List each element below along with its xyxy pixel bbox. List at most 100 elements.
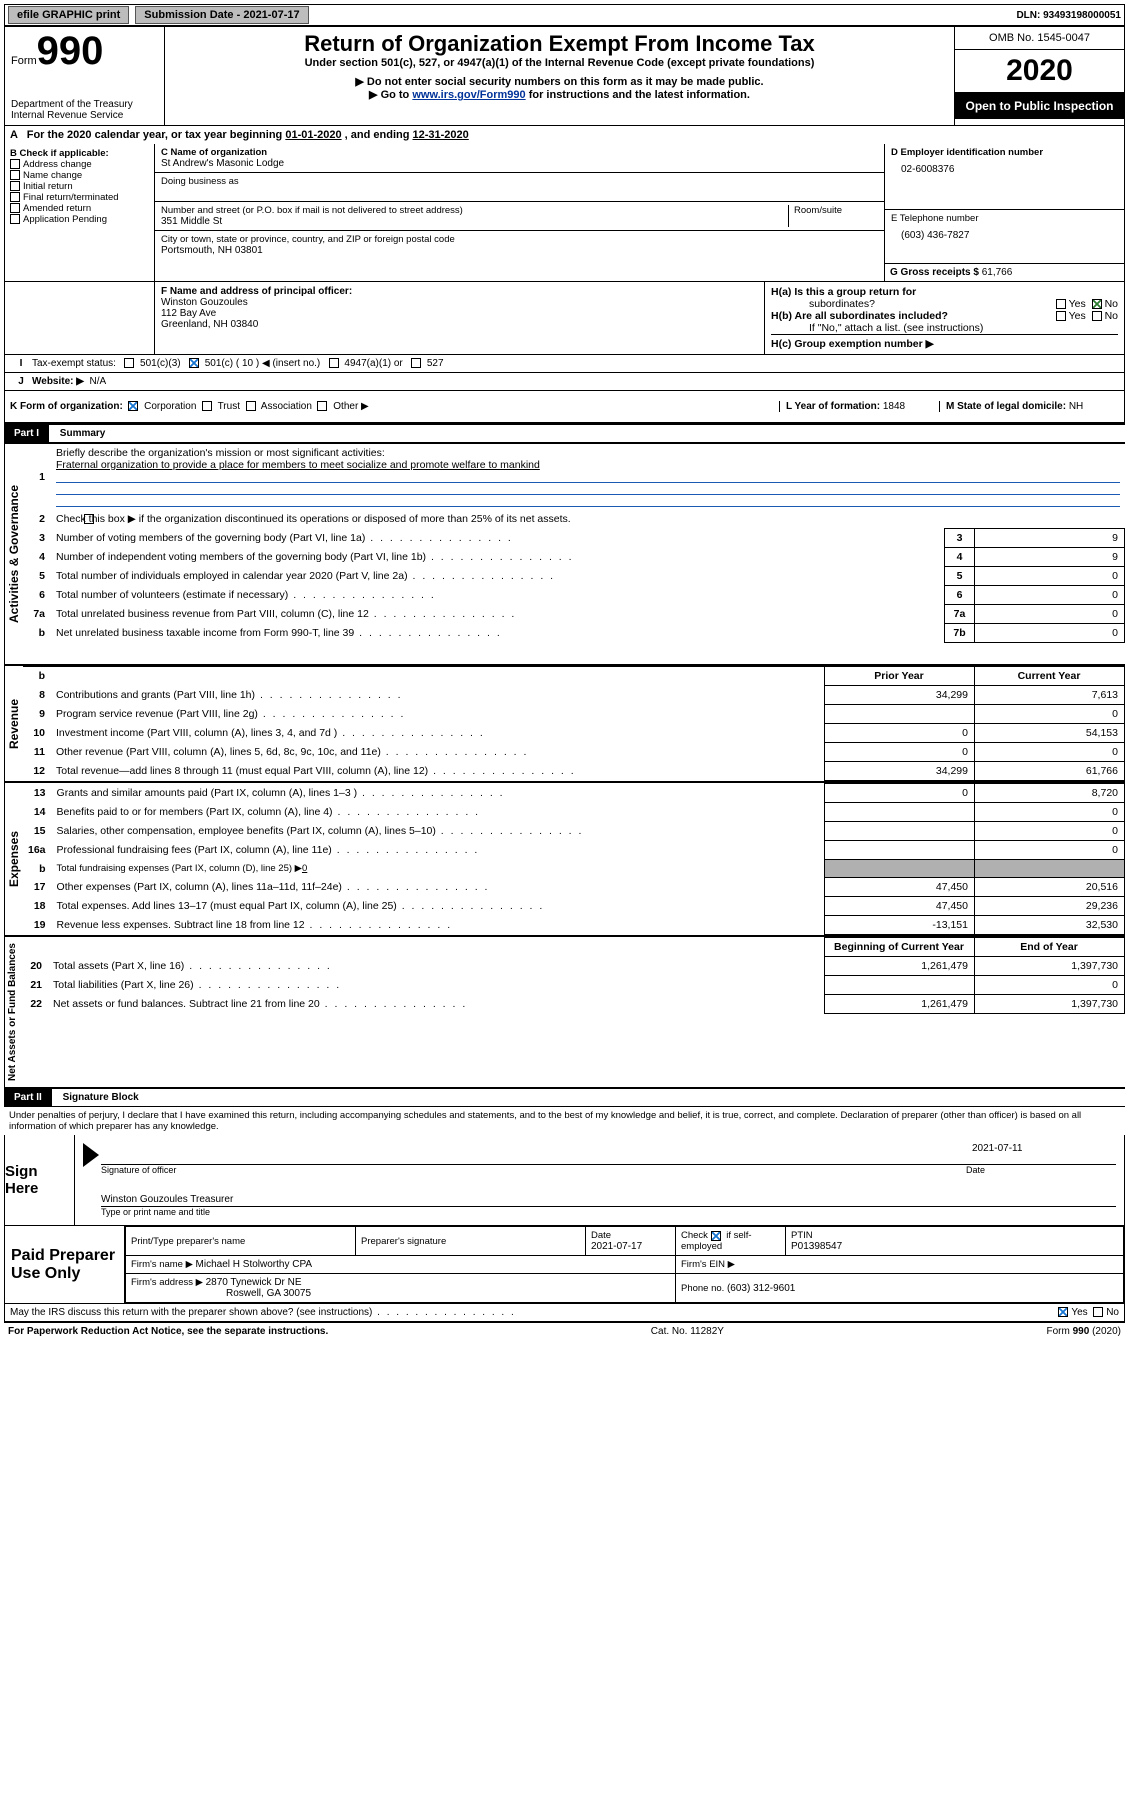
cb-501c[interactable] <box>189 358 199 368</box>
officer-addr1: 112 Bay Ave <box>161 308 758 319</box>
phone: (603) 436-7827 <box>891 224 1118 241</box>
cb-self-employed[interactable] <box>711 1231 721 1241</box>
cb-address-change[interactable] <box>10 159 20 169</box>
prep-name-label: Print/Type preparer's name <box>131 1236 350 1247</box>
firm-name: Michael H Stolworthy CPA <box>196 1259 313 1270</box>
table-row: 11Other revenue (Part VIII, column (A), … <box>23 743 1125 762</box>
opt-app-pending: Application Pending <box>23 214 107 225</box>
q1-answer: Fraternal organization to provide a plac… <box>56 459 1120 471</box>
cb-amended[interactable] <box>10 203 20 213</box>
org-name-label: C Name of organization <box>161 147 878 158</box>
cb-hb-no[interactable] <box>1092 311 1102 321</box>
preparer-table: Print/Type preparer's name Preparer's si… <box>125 1226 1124 1303</box>
opt-name-change: Name change <box>23 170 82 181</box>
tax-status-row: I Tax-exempt status: 501(c)(3) 501(c) ( … <box>4 355 1125 373</box>
ha-label: H(a) Is this a group return for <box>771 286 916 298</box>
col-c: C Name of organization St Andrew's Mason… <box>155 144 884 281</box>
form-number: 990 <box>37 29 104 73</box>
discuss-question: May the IRS discuss this return with the… <box>10 1307 372 1318</box>
cb-discuss-no[interactable] <box>1093 1307 1103 1317</box>
col-d: D Employer identification number 02-6008… <box>884 144 1124 281</box>
opt-amended: Amended return <box>23 203 91 214</box>
cb-4947[interactable] <box>329 358 339 368</box>
submission-date: 2021-07-17 <box>243 9 299 21</box>
form-org-label: K Form of organization: <box>10 401 123 412</box>
phone-label: E Telephone number <box>891 213 1118 224</box>
goto-line: ▶ Go to www.irs.gov/Form990 for instruct… <box>171 88 948 101</box>
discuss-row: May the IRS discuss this return with the… <box>4 1304 1125 1322</box>
cb-hb-yes[interactable] <box>1056 311 1066 321</box>
prep-date-label: Date <box>591 1230 670 1241</box>
table-row: 14Benefits paid to or for members (Part … <box>23 803 1125 822</box>
addr-label: Number and street (or P.O. box if mail i… <box>161 205 788 216</box>
opt-501c-b: ) ◀ (insert no.) <box>253 358 320 369</box>
cb-ha-no[interactable] <box>1092 299 1102 309</box>
perjury-declaration: Under penalties of perjury, I declare th… <box>4 1106 1125 1135</box>
ending-text: , and ending <box>342 129 413 141</box>
h-block: H(a) Is this a group return for subordin… <box>764 282 1124 354</box>
ssn-warning: ▶ Do not enter social security numbers o… <box>171 75 948 88</box>
table-row: 20Total assets (Part X, line 16)1,261,47… <box>20 957 1125 976</box>
cb-501c3[interactable] <box>124 358 134 368</box>
form-title: Return of Organization Exempt From Incom… <box>171 31 948 57</box>
cb-other[interactable] <box>317 401 327 411</box>
table-row: 17Other expenses (Part IX, column (A), l… <box>23 878 1125 897</box>
cb-final-return[interactable] <box>10 192 20 202</box>
cb-discuss-yes[interactable] <box>1058 1307 1068 1317</box>
table-row: 19Revenue less expenses. Subtract line 1… <box>23 916 1125 935</box>
part1-label: Part I <box>4 425 49 442</box>
officer-addr2: Greenland, NH 03840 <box>161 319 758 330</box>
cb-name-change[interactable] <box>10 170 20 180</box>
cb-assoc[interactable] <box>246 401 256 411</box>
cb-527[interactable] <box>411 358 421 368</box>
opt-address-change: Address change <box>23 159 92 170</box>
tax-status-label: Tax-exempt status: <box>32 358 116 369</box>
website-label: Website: ▶ <box>32 376 84 387</box>
table-row: 10Investment income (Part VIII, column (… <box>23 724 1125 743</box>
expenses-section: Expenses 13Grants and similar amounts pa… <box>4 781 1125 935</box>
efile-print-button[interactable]: efile GRAPHIC print <box>8 6 129 24</box>
firm-addr2: Roswell, GA 30075 <box>131 1288 311 1299</box>
part2-title: Signature Block <box>55 1092 139 1103</box>
opt-4947: 4947(a)(1) or <box>344 358 402 369</box>
firm-ein-label: Firm's EIN ▶ <box>681 1259 735 1270</box>
dln-value: 93493198000051 <box>1043 10 1121 21</box>
efile-topbar: efile GRAPHIC print Submission Date - 20… <box>4 4 1125 26</box>
firm-name-label: Firm's name ▶ <box>131 1259 196 1270</box>
table-row: 21Total liabilities (Part X, line 26)0 <box>20 976 1125 995</box>
table-row: 8Contributions and grants (Part VIII, li… <box>23 686 1125 705</box>
street-address: 351 Middle St <box>161 216 788 227</box>
submission-date-button[interactable]: Submission Date - 2021-07-17 <box>135 6 308 24</box>
sign-arrow-icon <box>83 1143 99 1167</box>
opt-527: 527 <box>427 358 444 369</box>
cb-ha-yes[interactable] <box>1056 299 1066 309</box>
ag-table: 1 Briefly describe the organization's mi… <box>23 444 1125 643</box>
firm-addr1: 2870 Tynewick Dr NE <box>206 1277 302 1288</box>
cb-corp[interactable] <box>128 401 138 411</box>
opt-501c-num: 10 <box>242 358 253 369</box>
cb-discontinued[interactable] <box>84 514 94 524</box>
opt-final-return: Final return/terminated <box>23 192 119 203</box>
form-footer: Form 990 (2020) <box>1047 1326 1121 1337</box>
cb-trust[interactable] <box>202 401 212 411</box>
col-current: Current Year <box>975 667 1125 686</box>
revenue-section: Revenue bPrior YearCurrent Year 8Contrib… <box>4 664 1125 781</box>
q1-label: Briefly describe the organization's miss… <box>56 447 1120 459</box>
table-row: 7aTotal unrelated business revenue from … <box>23 605 1125 624</box>
table-row: bTotal fundraising expenses (Part IX, co… <box>23 860 1125 878</box>
cb-app-pending[interactable] <box>10 214 20 224</box>
table-row: 22Net assets or fund balances. Subtract … <box>20 995 1125 1014</box>
gross-receipts: 61,766 <box>982 267 1013 278</box>
public-inspection: Open to Public Inspection <box>955 93 1124 119</box>
room-label: Room/suite <box>788 205 878 227</box>
cb-initial-return[interactable] <box>10 181 20 191</box>
form990-link[interactable]: www.irs.gov/Form990 <box>412 89 525 101</box>
firm-phone-label: Phone no. <box>681 1283 727 1294</box>
officer-signature-line[interactable] <box>101 1143 966 1165</box>
discuss-yes: Yes <box>1071 1307 1087 1318</box>
ha-no: No <box>1105 298 1118 310</box>
officer-block: F Name and address of principal officer:… <box>4 282 1125 355</box>
year-formation-label: L Year of formation: <box>786 401 883 412</box>
prep-check-label: Check <box>681 1230 708 1241</box>
sidelabel-expenses: Expenses <box>4 783 23 935</box>
